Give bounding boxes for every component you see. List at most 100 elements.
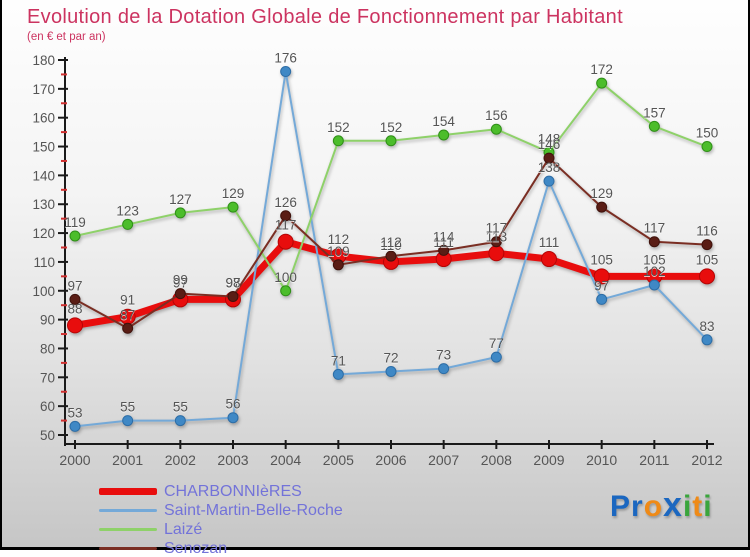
value-label: 72	[383, 351, 398, 366]
value-label: 112	[328, 232, 350, 247]
data-point	[122, 218, 134, 230]
legend-swatch	[99, 547, 157, 550]
logo-letter: i	[703, 490, 713, 523]
value-label: 109	[327, 244, 350, 259]
value-label: 99	[173, 273, 188, 288]
legend: CHARBONNIèRES Saint-Martin-Belle-Roche Lai…	[99, 483, 343, 557]
value-label: 91	[120, 293, 135, 308]
y-tick-label: 100	[32, 284, 55, 299]
value-label: 152	[380, 120, 403, 135]
value-label: 55	[173, 400, 188, 415]
value-label: 111	[539, 235, 560, 250]
data-point	[543, 152, 555, 164]
data-point	[541, 251, 558, 268]
value-label: 97	[225, 275, 240, 290]
value-label: 127	[169, 192, 192, 207]
legend-item: Laizé	[99, 521, 343, 538]
value-label: 110	[380, 238, 402, 253]
value-label: 117	[486, 221, 508, 236]
y-tick-label: 80	[40, 341, 55, 356]
data-point	[490, 236, 502, 248]
value-label: 105	[643, 252, 666, 267]
value-label: 126	[274, 195, 297, 210]
data-point	[69, 420, 81, 432]
data-point	[69, 293, 81, 305]
value-label: 138	[538, 160, 561, 175]
value-label: 111	[433, 235, 454, 250]
x-tick-label: 2012	[691, 452, 722, 468]
y-tick-label: 140	[32, 168, 55, 183]
chart-title: Evolution de la Dotation Globale de Fonc…	[27, 6, 623, 28]
chart-subtitle: (en € et par an)	[27, 31, 106, 43]
logo-letter: P	[610, 490, 632, 523]
value-label: 112	[380, 235, 402, 250]
data-point	[122, 415, 134, 427]
data-point	[438, 129, 450, 141]
value-label: 176	[274, 51, 297, 66]
value-label: 117	[275, 218, 297, 233]
legend-label: Senozan	[164, 539, 228, 557]
data-point	[648, 279, 660, 291]
y-tick-label: 170	[32, 82, 55, 97]
value-label: 146	[538, 137, 561, 152]
value-label: 105	[590, 252, 613, 267]
y-tick-label: 160	[32, 111, 55, 126]
data-point	[174, 415, 186, 427]
x-tick-label: 2005	[323, 452, 354, 468]
x-tick-label: 2001	[112, 452, 143, 468]
legend-item: CHARBONNIèRES	[99, 483, 343, 500]
value-label: 88	[67, 301, 82, 316]
value-label: 172	[590, 62, 613, 77]
data-point	[280, 285, 292, 297]
y-tick-label: 90	[40, 313, 55, 328]
data-point	[227, 412, 239, 424]
value-label: 113	[486, 229, 508, 244]
y-tick-label: 120	[32, 226, 55, 241]
legend-label: CHARBONNIèRES	[164, 482, 302, 500]
x-tick-label: 2004	[270, 452, 301, 468]
data-point	[277, 233, 294, 250]
data-point	[69, 230, 81, 242]
x-tick-label: 2003	[217, 452, 248, 468]
logo-letter: i	[682, 490, 693, 523]
data-point	[67, 317, 83, 334]
x-tick-label: 2010	[586, 452, 617, 468]
value-label: 157	[643, 105, 666, 120]
data-point	[227, 201, 239, 213]
value-label: 114	[433, 229, 455, 244]
value-label: 129	[222, 186, 245, 201]
value-label: 83	[699, 319, 714, 334]
data-point	[385, 250, 397, 262]
series-group	[67, 66, 716, 432]
data-point	[488, 245, 505, 262]
title-block: Evolution de la Dotation Globale de Fonc…	[27, 6, 623, 43]
value-label: 97	[594, 278, 609, 293]
value-label: 73	[436, 348, 451, 363]
x-tick-label: 2000	[59, 452, 90, 468]
data-point	[490, 351, 502, 363]
legend-label: Laizé	[164, 520, 203, 538]
value-label: 129	[590, 186, 613, 201]
data-point	[701, 141, 713, 153]
legend-swatch	[99, 528, 157, 531]
value-label: 152	[327, 120, 350, 135]
data-point	[174, 288, 186, 300]
value-label: 55	[120, 400, 135, 415]
data-point	[385, 366, 397, 378]
legend-item: Saint-Martin-Belle-Roche	[99, 502, 343, 519]
value-label: 87	[120, 307, 135, 322]
legend-swatch	[99, 509, 157, 512]
data-point	[122, 322, 134, 334]
x-tick-label: 2011	[639, 452, 669, 468]
value-label: 150	[696, 126, 719, 141]
x-tick-label: 2008	[481, 452, 512, 468]
value-label: 156	[485, 108, 508, 123]
x-tick-label: 2006	[375, 452, 406, 468]
x-tick-label: 2007	[428, 452, 459, 468]
x-tick-label: 2009	[533, 452, 564, 468]
y-tick-label: 130	[32, 197, 55, 212]
value-label: 53	[67, 405, 82, 420]
value-label: 148	[538, 131, 561, 146]
data-point	[332, 259, 344, 271]
